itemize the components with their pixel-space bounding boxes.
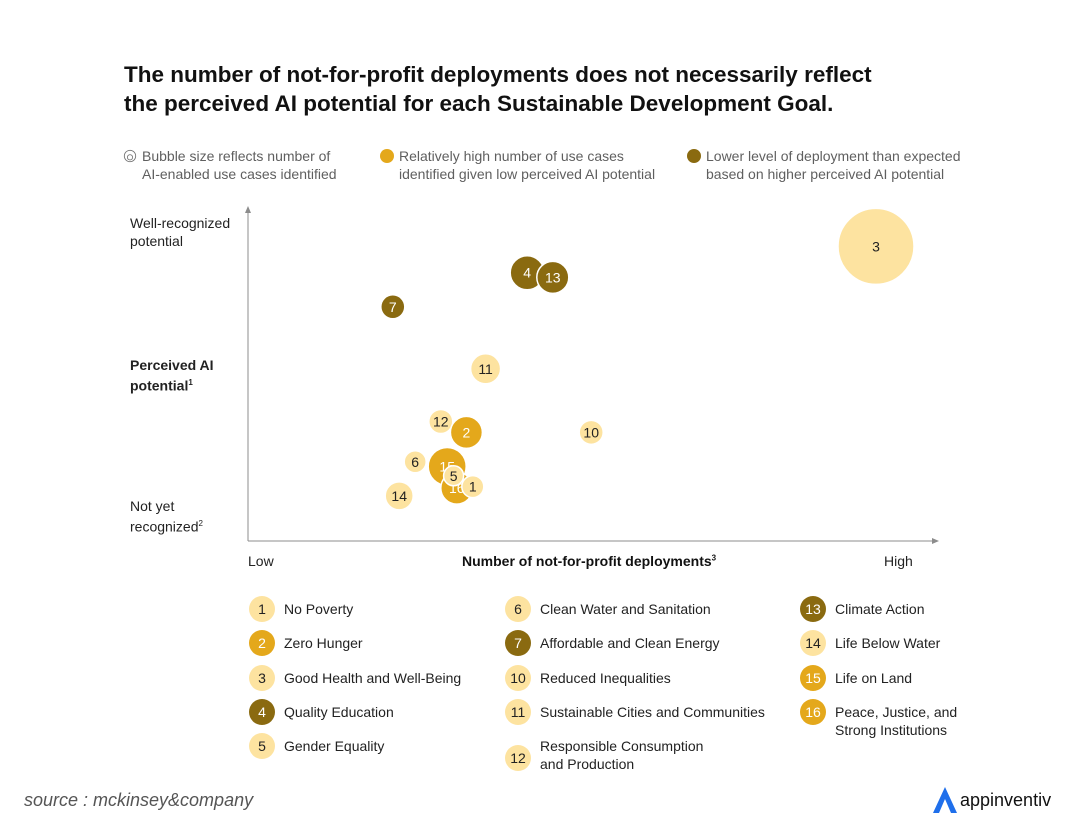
bubble-label-7: 7: [389, 299, 397, 315]
x-axis-arrow: [932, 538, 939, 544]
bubble-label-4: 4: [523, 265, 531, 281]
bubble-sdg-12: [428, 408, 454, 435]
legend-label-line: Sustainable Cities and Communities: [540, 704, 765, 720]
y-top-label: Well-recognized potential: [130, 214, 230, 250]
key-high-line-1: Relatively high number of use cases: [399, 148, 624, 164]
y-bottom-label: Not yet recognized2: [130, 497, 203, 536]
legend-label-line: Life Below Water: [835, 635, 941, 651]
legend-number: 12: [505, 745, 531, 771]
legend-label-line: Reduced Inequalities: [540, 670, 671, 686]
x-high-label: High: [884, 553, 913, 569]
legend-label-line: Climate Action: [835, 601, 925, 617]
y-axis-arrow: [245, 206, 251, 213]
bubble-sdg-14: [384, 481, 414, 511]
bubble-label-13: 13: [545, 269, 561, 285]
legend-number: 4: [249, 699, 275, 725]
legend-label-line: Responsible Consumption: [540, 738, 704, 754]
legend-number: 1: [249, 596, 275, 622]
legend-number: 2: [249, 630, 275, 656]
y-axis-title: Perceived AI potential1: [130, 356, 214, 395]
y-title-sup: 1: [188, 378, 193, 387]
bubble-label-1: 1: [469, 479, 477, 495]
legend-label-line: Strong Institutions: [835, 722, 948, 738]
bubble-sdg-10: [578, 419, 604, 446]
y-bottom-line-2: recognized: [130, 518, 199, 535]
key-size-line-2: AI-enabled use cases identified: [142, 166, 337, 182]
bubble-sdg-2: [449, 415, 484, 450]
source-note: source : mckinsey&company: [24, 790, 254, 810]
bubble-sdg-6: [403, 450, 427, 474]
legend-number: 11: [505, 699, 531, 725]
legend-label-line: Peace, Justice, and: [835, 704, 958, 720]
bubble-label-6: 6: [411, 454, 419, 470]
brand-logo: appinventiv: [932, 786, 1051, 816]
legend-label-line: Zero Hunger: [284, 635, 363, 651]
chart-title-line-2: the perceived AI potential for each Sust…: [124, 91, 834, 116]
key-high-dot: [380, 149, 394, 163]
bubble-sdg-11: [469, 353, 502, 385]
key-low-line-2: based on higher perceived AI potential: [706, 166, 945, 182]
brand-name: appinventiv: [960, 790, 1052, 810]
key-low-line-1: Lower level of deployment than expected: [706, 148, 961, 164]
bubble-size-icon: [123, 149, 137, 163]
x-axis-title: Number of not-for-profit deployments3: [462, 553, 716, 569]
legend-label-line: Clean Water and Sanitation: [540, 601, 711, 617]
legend-number: 5: [249, 733, 275, 759]
bubble-label-12: 12: [433, 414, 449, 430]
key-low-dot: [687, 149, 701, 163]
y-top-line-2: potential: [130, 233, 183, 249]
key-high-line-2: identified given low perceived AI potent…: [399, 166, 656, 182]
legend-label-line: Quality Education: [284, 704, 394, 720]
bubble-sdg-7: [380, 294, 406, 320]
bubble-label-5: 5: [450, 468, 458, 484]
bubble-sdg-1: [461, 474, 485, 499]
y-title-line-1: Perceived AI: [130, 357, 214, 373]
legend-label-line: Gender Equality: [284, 738, 385, 754]
legend-label-line: Good Health and Well-Being: [284, 670, 462, 686]
appinventiv-logo-icon: [933, 787, 957, 813]
bubble-sdg-5: [442, 465, 465, 487]
legend-label-line: and Production: [540, 756, 635, 772]
bubble-label-14: 14: [391, 488, 407, 504]
legend-number: 10: [505, 665, 531, 691]
x-title-sup: 3: [711, 553, 717, 563]
bubble-label-2: 2: [463, 424, 471, 440]
y-title-line-2: potential: [130, 377, 189, 394]
legend-label-line: Affordable and Clean Energy: [540, 635, 720, 651]
legend-number: 3: [249, 665, 275, 691]
chart-title-line-1: The number of not-for-profit deployments…: [124, 62, 872, 87]
x-low-label: Low: [248, 553, 274, 569]
legend-number: 7: [505, 630, 531, 656]
bubble-sdg-3: [837, 207, 915, 286]
y-bottom-line-1: Not yet: [130, 498, 175, 514]
y-top-line-1: Well-recognized: [130, 215, 231, 231]
bubble-sdg-13: [536, 260, 570, 295]
legend-number: 14: [800, 630, 826, 656]
key-size-line-1: Bubble size reflects number of: [142, 148, 331, 164]
chart-title: The number of not-for-profit deployments…: [124, 60, 984, 118]
legend-number: 16: [800, 699, 826, 725]
legend-label-line: Life on Land: [835, 670, 913, 686]
legend-number: 13: [800, 596, 826, 622]
bubble-label-3: 3: [872, 238, 880, 254]
legend-number: 6: [505, 596, 531, 622]
y-bottom-sup: 2: [198, 519, 203, 528]
x-title-text: Number of not-for-profit deployments: [462, 553, 712, 569]
legend-number: 15: [800, 665, 826, 691]
bubble-label-11: 11: [478, 361, 493, 377]
bubble-label-10: 10: [583, 424, 599, 440]
legend-label-line: No Poverty: [284, 601, 354, 617]
